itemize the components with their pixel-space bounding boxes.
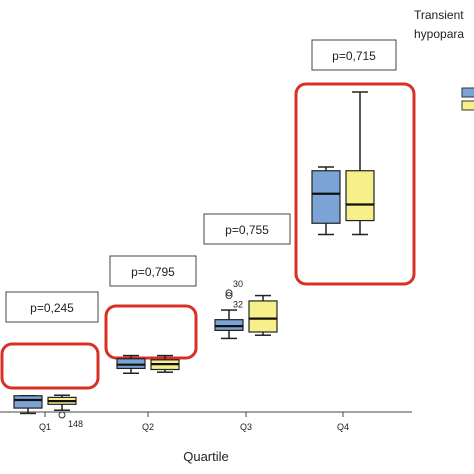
outlier-label: 30 <box>233 279 243 289</box>
box <box>13 395 43 409</box>
box <box>311 170 341 224</box>
p-value-box <box>203 213 291 245</box>
outlier-point <box>58 411 66 419</box>
x-tick-label: Q4 <box>337 422 349 432</box>
highlight-frame <box>0 342 100 390</box>
highlight-frame <box>104 304 198 360</box>
box-plot <box>248 294 278 336</box>
p-value-box <box>311 39 397 71</box>
outlier-label: 148 <box>68 419 83 429</box>
box <box>345 170 375 222</box>
outlier-point <box>225 289 233 297</box>
legend-swatch <box>461 87 474 98</box>
x-tick-label: Q3 <box>240 422 252 432</box>
outlier-label: 32 <box>233 300 243 310</box>
box <box>248 300 278 333</box>
outlier-point <box>225 292 233 300</box>
box-plot <box>345 91 375 236</box>
p-value-label: p=0,795 <box>131 265 175 279</box>
chart-marks: Q1 Q2 Q3 Q4 148 30 32 p=0,245 p=0,795 p=0,755 p=0,… <box>0 39 416 432</box>
p-value-box <box>109 255 197 287</box>
x-tick-label: Q2 <box>142 422 154 432</box>
box-plot <box>13 395 43 415</box>
legend-swatch <box>461 100 474 111</box>
box-plot <box>116 354 146 374</box>
p-value-label: p=0,245 <box>30 301 74 315</box>
legend: Transient hypopara <box>414 8 474 111</box>
box-plot <box>47 394 77 411</box>
x-axis-title: Quartile <box>183 449 229 464</box>
p-value-label: p=0,715 <box>332 49 376 63</box>
p-value-box <box>5 291 99 323</box>
box-plot <box>150 354 180 373</box>
box-plot <box>214 309 244 340</box>
legend-title-line-1: Transient <box>414 8 464 22</box>
highlight-frame <box>294 82 416 286</box>
box-plot <box>311 166 341 236</box>
p-value-label: p=0,755 <box>225 223 269 237</box>
legend-title-line-2: hypopara <box>414 27 464 41</box>
x-tick-label: Q1 <box>39 422 51 432</box>
